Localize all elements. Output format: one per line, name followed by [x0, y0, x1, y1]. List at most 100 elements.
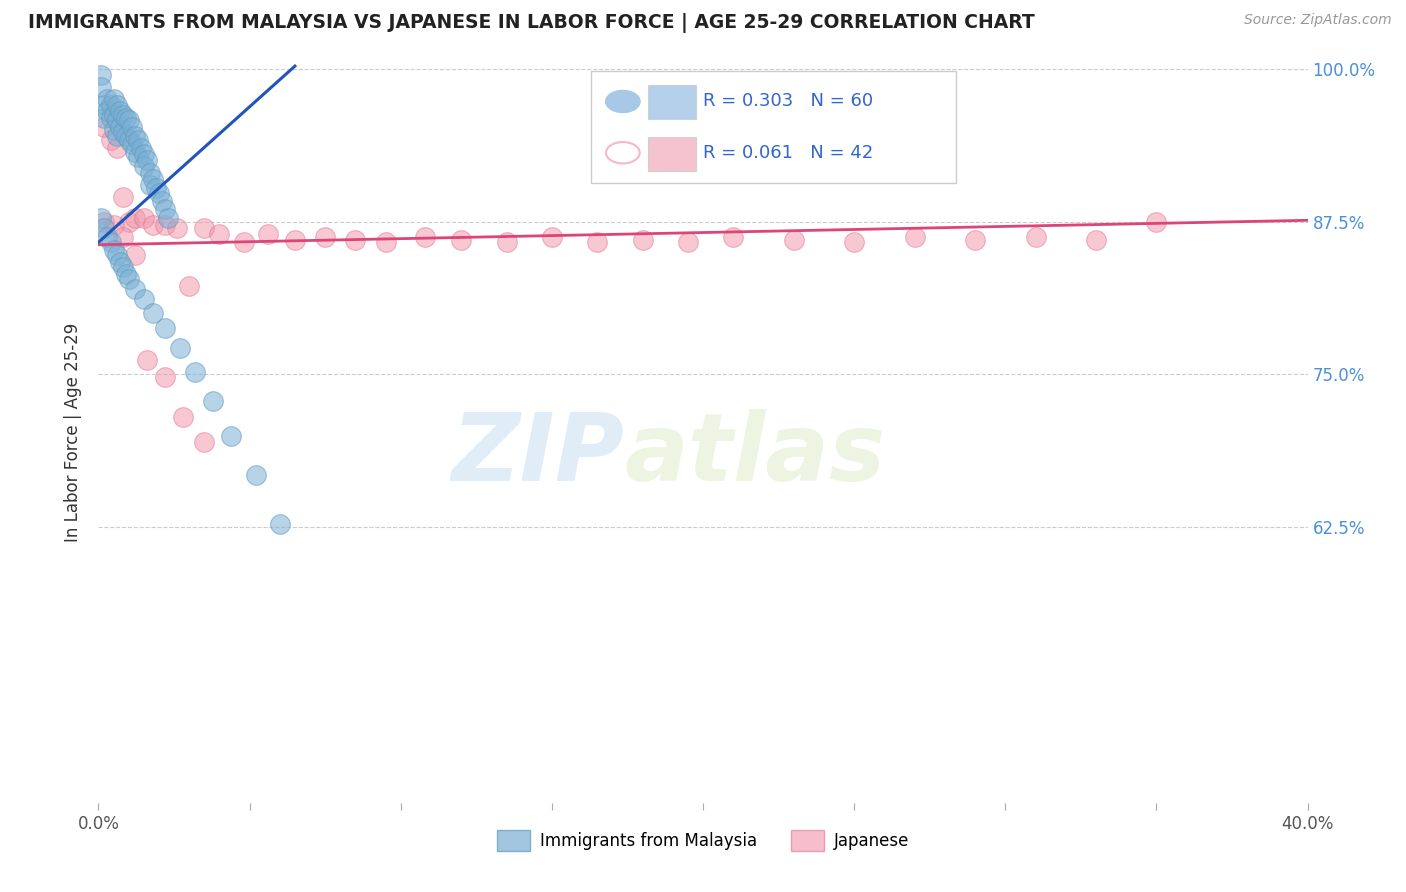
Text: Source: ZipAtlas.com: Source: ZipAtlas.com — [1244, 13, 1392, 28]
Point — [114, 128, 136, 143]
Point — [208, 227, 231, 241]
Point — [135, 153, 157, 168]
Point — [118, 214, 141, 228]
Point — [100, 235, 122, 250]
Point — [118, 272, 141, 286]
Legend: Immigrants from Malaysia, Japanese: Immigrants from Malaysia, Japanese — [491, 823, 915, 857]
Point — [103, 218, 125, 232]
Point — [93, 98, 115, 112]
Point — [124, 128, 146, 143]
Point — [256, 227, 278, 241]
Point — [105, 128, 128, 143]
Point — [96, 92, 118, 106]
Point — [169, 341, 191, 355]
Point — [193, 220, 215, 235]
Point — [783, 233, 806, 247]
Point — [111, 125, 134, 139]
Point — [124, 282, 146, 296]
Point — [166, 220, 188, 235]
Point — [314, 230, 336, 244]
Point — [129, 141, 152, 155]
Point — [121, 137, 143, 152]
Point — [93, 120, 115, 135]
Point — [103, 108, 125, 122]
Point — [139, 178, 162, 192]
Point — [111, 108, 134, 122]
Point — [105, 98, 128, 112]
Point — [413, 230, 436, 244]
Point — [105, 141, 128, 155]
Point — [145, 181, 167, 195]
Point — [148, 186, 170, 201]
Point — [90, 79, 112, 94]
Point — [676, 235, 699, 250]
Point — [586, 235, 609, 250]
Point — [450, 233, 472, 247]
Point — [127, 150, 149, 164]
Point — [108, 120, 131, 135]
Point — [118, 132, 141, 146]
Point — [108, 255, 131, 269]
Point — [132, 211, 155, 225]
Point — [184, 365, 207, 379]
Point — [111, 260, 134, 274]
Point — [269, 516, 291, 531]
Point — [540, 230, 562, 244]
Point — [127, 132, 149, 146]
Point — [904, 230, 927, 244]
Text: atlas: atlas — [624, 409, 886, 500]
Point — [153, 202, 176, 217]
Point — [844, 235, 866, 250]
Point — [121, 120, 143, 135]
Point — [90, 68, 112, 82]
Point — [1024, 230, 1046, 244]
Point — [132, 147, 155, 161]
Text: IMMIGRANTS FROM MALAYSIA VS JAPANESE IN LABOR FORCE | AGE 25-29 CORRELATION CHAR: IMMIGRANTS FROM MALAYSIA VS JAPANESE IN … — [28, 13, 1035, 33]
Point — [193, 434, 215, 449]
Point — [111, 190, 134, 204]
Point — [153, 370, 176, 384]
Point — [100, 98, 122, 112]
Point — [132, 160, 155, 174]
Point — [221, 428, 243, 442]
Point — [93, 214, 115, 228]
Point — [156, 211, 179, 225]
Y-axis label: In Labor Force | Age 25-29: In Labor Force | Age 25-29 — [65, 323, 83, 542]
Point — [142, 306, 165, 320]
Point — [124, 145, 146, 159]
Point — [495, 235, 517, 250]
Point — [232, 235, 254, 250]
Point — [118, 112, 141, 127]
Point — [105, 112, 128, 127]
Point — [284, 233, 307, 247]
Point — [96, 230, 118, 244]
Point — [93, 220, 115, 235]
Point — [124, 211, 146, 225]
Point — [153, 321, 176, 335]
Text: R = 0.303   N = 60: R = 0.303 N = 60 — [703, 93, 873, 111]
Point — [631, 233, 654, 247]
Point — [135, 352, 157, 367]
Point — [103, 122, 125, 136]
Point — [111, 230, 134, 244]
Point — [132, 292, 155, 306]
Point — [139, 165, 162, 179]
Point — [965, 233, 987, 247]
Point — [105, 247, 128, 261]
Point — [124, 247, 146, 261]
Point — [100, 132, 122, 146]
Point — [103, 243, 125, 257]
Point — [100, 111, 122, 125]
Point — [90, 211, 112, 225]
Point — [96, 104, 118, 119]
Point — [723, 230, 745, 244]
Point — [374, 235, 396, 250]
Point — [344, 233, 367, 247]
Point — [245, 467, 267, 482]
Text: R = 0.061   N = 42: R = 0.061 N = 42 — [703, 144, 873, 161]
Point — [114, 267, 136, 281]
Point — [142, 171, 165, 186]
Point — [1085, 233, 1108, 247]
Point — [114, 111, 136, 125]
Point — [179, 279, 201, 293]
